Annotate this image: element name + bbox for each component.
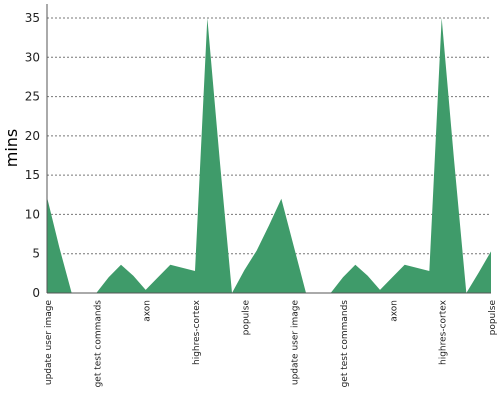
y-tick-label: 20: [25, 129, 40, 143]
x-tick-label: get test commands: [340, 300, 350, 388]
axis-group: 0 5 10 15 20 25 30 35: [25, 4, 491, 300]
x-tick-label: axon: [143, 300, 153, 322]
x-tick-label: update user image: [291, 300, 301, 386]
x-tick-label: populse: [241, 300, 251, 336]
y-tick-label: 0: [32, 286, 40, 300]
x-tick-label: populse: [488, 300, 498, 336]
area-series: [47, 18, 491, 293]
y-tick-label: 30: [25, 50, 40, 64]
y-tick-label: 5: [32, 247, 40, 261]
plot-group: [47, 18, 491, 293]
x-tick-label: highres-cortex: [192, 299, 202, 365]
y-tick-label: 15: [25, 168, 40, 182]
x-tick-label: update user image: [44, 300, 54, 386]
y-tick-label: 35: [25, 11, 40, 25]
x-tick-label: highres-cortex: [439, 299, 449, 365]
y-tick-label: 10: [25, 207, 40, 221]
x-tick-label: axon: [389, 300, 399, 322]
grid-group: [47, 17, 491, 255]
x-tick-label: get test commands: [93, 300, 103, 388]
y-tick-label: 25: [25, 90, 40, 104]
x-label-group: update user image get test commands axon hi…: [44, 299, 498, 387]
y-axis-title: mins: [2, 129, 21, 168]
